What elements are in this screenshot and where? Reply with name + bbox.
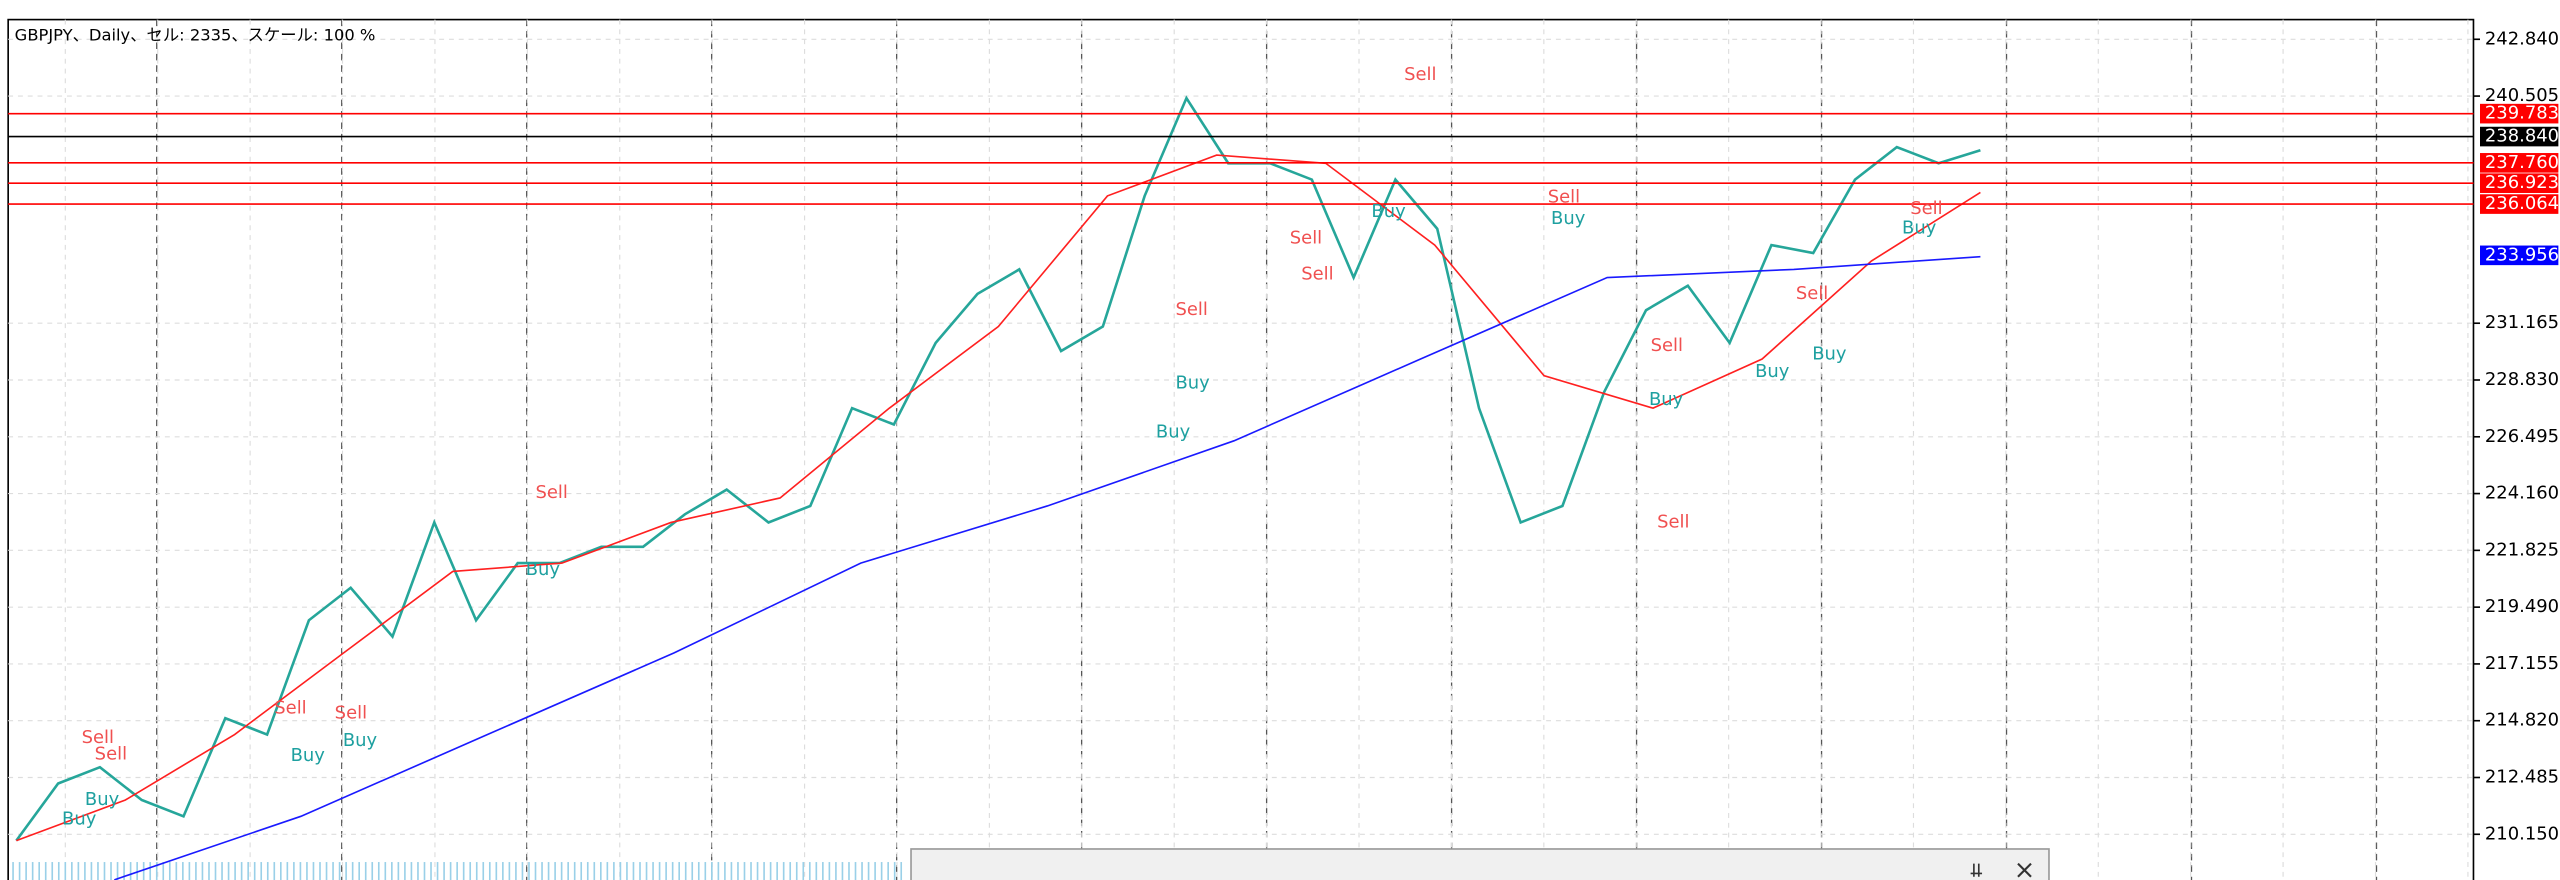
signal-label: Buy — [1176, 373, 1211, 394]
signal-label: Sell — [274, 698, 306, 719]
y-tick-label: 226.495 — [2485, 426, 2559, 447]
signal-label: Sell — [1796, 283, 1828, 304]
price-level-label: 236.923 — [2485, 172, 2559, 193]
plot-frame — [7, 18, 2475, 880]
price-level-label-bg — [2480, 245, 2559, 266]
y-tick-label: 210.150 — [2485, 823, 2559, 844]
price-line — [15, 95, 1981, 842]
signal-label: Sell — [1290, 227, 1322, 248]
signal-label: Buy — [526, 559, 561, 580]
signal-label: Sell — [82, 727, 114, 748]
moving-average — [16, 154, 1981, 842]
y-tick-label: 242.840 — [2485, 28, 2559, 49]
signal-label: Sell — [1910, 198, 1942, 219]
price-level-label-bg — [2480, 194, 2559, 214]
signal-label: Sell — [1176, 299, 1208, 320]
y-tick-label: 231.165 — [2485, 312, 2559, 333]
signal-label: Buy — [1812, 343, 1847, 364]
signal-label: Buy — [1649, 389, 1684, 410]
moving-average — [114, 255, 1981, 880]
signal-label: Sell — [1404, 64, 1436, 85]
signal-label: Sell — [95, 743, 127, 764]
signal-label: Buy — [85, 789, 120, 810]
price-level-label: 238.840 — [2485, 126, 2559, 147]
signal-label: Sell — [536, 482, 568, 503]
signal-label: Buy — [1902, 218, 1937, 239]
y-tick-label: 224.160 — [2485, 483, 2559, 504]
signal-label: Buy — [1156, 422, 1191, 443]
signal-label: Sell — [1548, 187, 1580, 208]
signal-label: Buy — [1755, 361, 1790, 382]
price-level-label-bg — [2480, 153, 2559, 173]
signal-label: Sell — [1651, 335, 1683, 356]
price-level-label: 239.783 — [2485, 103, 2559, 124]
signal-label: Buy — [62, 809, 97, 830]
chart-header: GBPJPY、Daily、セル: 2335、スケール: 100 % — [15, 25, 376, 44]
signal-label: Buy — [1551, 208, 1586, 229]
signal-label: Buy — [291, 745, 326, 766]
y-tick-label: 219.490 — [2485, 596, 2559, 617]
y-tick-label: 214.820 — [2485, 710, 2559, 731]
signal-label: Buy — [1371, 201, 1406, 222]
y-tick-label: 217.155 — [2485, 653, 2559, 674]
price-level-label-bg — [2480, 103, 2559, 124]
signal-label: Sell — [1301, 263, 1333, 284]
price-level-label-bg — [2480, 173, 2559, 193]
signal-label: Buy — [343, 730, 378, 751]
price-level-label: 236.064 — [2485, 193, 2559, 214]
signal-label: Sell — [335, 702, 367, 723]
y-tick-label: 212.485 — [2485, 766, 2559, 787]
price-level-label-bg — [2480, 126, 2559, 147]
dialog[interactable] — [910, 848, 2050, 880]
y-tick-label: 240.505 — [2485, 85, 2559, 106]
dialog-frame — [910, 848, 2050, 880]
price-level-label: 233.956 — [2485, 244, 2559, 265]
y-tick-label: 228.830 — [2485, 369, 2559, 390]
price-level-label: 237.760 — [2485, 152, 2559, 173]
close-icon[interactable] — [2017, 862, 2032, 878]
pin-icon[interactable] — [1970, 863, 1983, 877]
y-tick-label: 221.825 — [2485, 539, 2559, 560]
signal-label: Sell — [1657, 511, 1689, 532]
